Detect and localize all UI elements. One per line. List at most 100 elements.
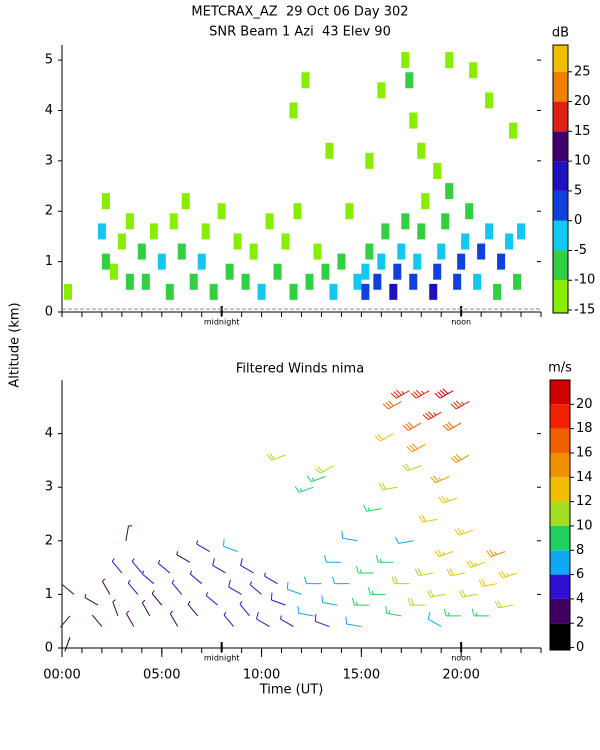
snr-cell [189, 273, 198, 290]
wind-barb [223, 611, 235, 627]
wind-barb [239, 601, 250, 617]
wind-barb [256, 611, 270, 627]
colorbar-frame [552, 44, 569, 314]
annotation: midnight [204, 654, 240, 663]
snr-cell [141, 273, 150, 290]
wind-barb [367, 587, 386, 595]
snr-cell [433, 263, 442, 280]
snr-cell [433, 162, 442, 179]
snr-cell [273, 263, 282, 280]
y-tick-label: 0 [45, 641, 53, 656]
snr-cell [377, 253, 386, 270]
x-axis-label: Time (UT) [259, 683, 324, 698]
wind-barb [407, 597, 426, 606]
wind-barb [314, 614, 330, 628]
snr-cell [381, 223, 390, 240]
wind-barb [112, 599, 119, 617]
wind-barb [321, 595, 338, 606]
wind-barb [418, 514, 438, 523]
colorbar-band [550, 477, 570, 502]
wind-barb [196, 540, 210, 552]
snr-cell [149, 223, 158, 240]
wind-barb [331, 576, 350, 585]
wind-barb [410, 389, 430, 399]
snr-cell [305, 273, 314, 290]
wind-barb [498, 570, 518, 579]
wind-barb [264, 572, 278, 585]
wind-barb [223, 539, 238, 552]
wind-barb [62, 584, 75, 595]
colorbar-band [553, 250, 568, 281]
wind-barb [306, 475, 326, 483]
colorbar-tick-label: 15 [574, 124, 591, 139]
snr-cell [513, 273, 522, 290]
snr-cell [257, 283, 266, 300]
snr-cell [137, 243, 146, 260]
wind-barb [314, 465, 334, 474]
wind-barb [294, 486, 314, 493]
wind-barb [426, 589, 446, 598]
wind-barb [323, 555, 342, 563]
colorbar-band [550, 380, 570, 405]
snr-cell [169, 213, 178, 230]
snr-cell [393, 263, 402, 280]
colorbar-tick-label: 10 [574, 154, 591, 169]
wind-barb [362, 504, 382, 512]
y-tick-label: 2 [45, 533, 53, 548]
snr-cell [457, 253, 466, 270]
wind-barb [125, 610, 135, 627]
colorbar-band [550, 525, 570, 551]
snr-cell [157, 253, 166, 270]
snr-cell [465, 203, 474, 220]
chart-title: SNR Beam 1 Azi 43 Elev 90 [209, 25, 391, 40]
colorbar-band [550, 574, 570, 599]
snr-cell [401, 52, 410, 69]
snr-cell [209, 283, 218, 300]
snr-cell [401, 213, 410, 230]
colorbar-tick-label: 0 [576, 640, 584, 655]
snr-cell [409, 112, 418, 129]
y-axis-label: Altitude (km) [8, 302, 23, 387]
y-tick-label: 1 [45, 587, 53, 602]
snr-cell [177, 243, 186, 260]
snr-cell [313, 243, 322, 260]
wind-barb [228, 579, 242, 595]
wind-barb [446, 568, 466, 577]
wind-barb [478, 578, 498, 587]
snr-cell [485, 92, 494, 109]
wind-barb [141, 599, 151, 617]
colorbar-tick-label: 5 [574, 183, 582, 198]
wind-barb [249, 581, 262, 595]
colorbar-band [553, 190, 568, 221]
snr-cell [377, 82, 386, 99]
wind-barb [127, 579, 139, 595]
colorbar-band [553, 45, 568, 72]
snr-cell [361, 283, 370, 300]
snr-cell [321, 263, 330, 280]
wind-barb [486, 549, 506, 558]
colorbar-tick-label: 20 [576, 397, 593, 412]
colorbar-tick-label: 16 [576, 445, 593, 460]
colorbar-label: dB [552, 26, 569, 41]
wind-barb [345, 616, 362, 628]
wind-barb [151, 590, 163, 606]
x-tick-label: 00:00 [43, 668, 80, 683]
wind-barb [91, 614, 103, 627]
snr-cell [325, 142, 334, 159]
snr-cell [125, 273, 134, 290]
snr-cell [181, 193, 190, 210]
snr-cell [445, 183, 454, 200]
colorbar-tick-label: -10 [574, 273, 595, 288]
snr-cell [289, 102, 298, 119]
snr-cell [417, 223, 426, 240]
snr-cell [361, 263, 370, 280]
colorbar-tick-label: -5 [574, 243, 587, 258]
colorbar-tick-label: 10 [576, 518, 593, 533]
colorbar-label: m/s [548, 361, 572, 376]
x-tick-label: 20:00 [442, 668, 479, 683]
snr-cell [337, 253, 346, 270]
wind-barb [270, 592, 286, 606]
snr-cell [445, 52, 454, 69]
wind-barb [443, 608, 462, 617]
wind-barb [64, 637, 71, 652]
